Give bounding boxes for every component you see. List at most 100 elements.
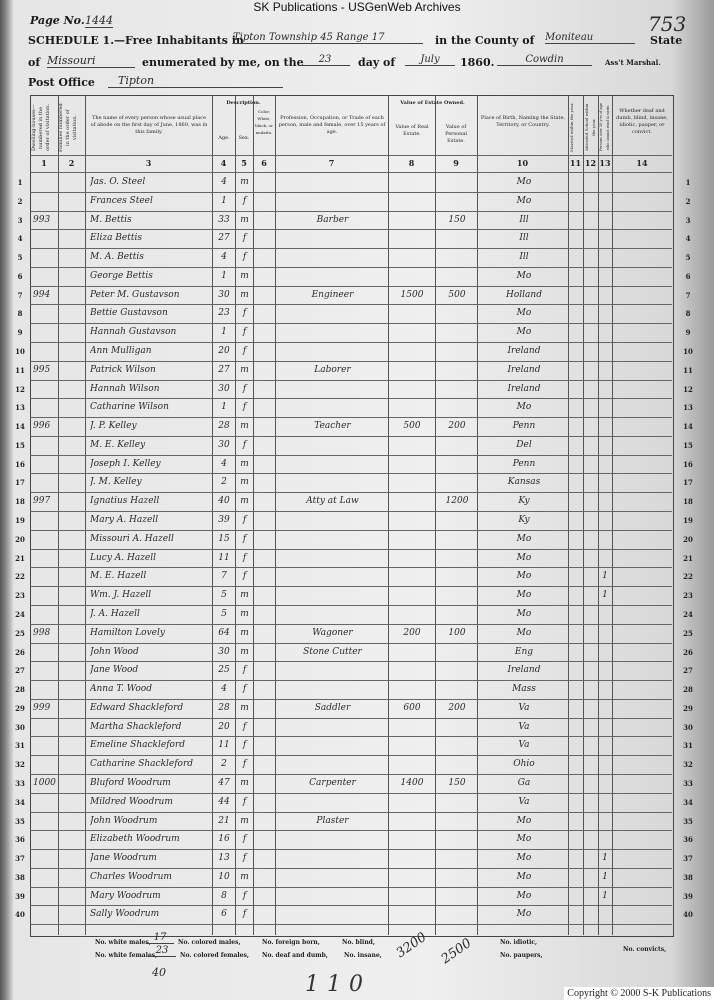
dwelling-number [33, 661, 57, 679]
row-rule [30, 792, 672, 794]
age: 10 [218, 871, 230, 882]
dwelling-number [33, 793, 57, 811]
sex: m [240, 477, 249, 488]
birthplace: Mo [516, 853, 532, 864]
age: 20 [218, 346, 230, 357]
left-row-number: 38 [15, 872, 25, 882]
school-attendance [599, 267, 611, 285]
right-row-number: 28 [683, 685, 693, 695]
dwelling-number [33, 323, 57, 341]
sex: m [240, 496, 249, 507]
school-attendance [599, 736, 611, 754]
day-of-label: day of [358, 56, 396, 69]
school-attendance [599, 304, 611, 322]
birthplace: Va [518, 796, 530, 807]
birthplace: Mo [516, 871, 532, 882]
birthplace: Ill [519, 252, 529, 263]
sex: m [240, 177, 249, 187]
col-disability-header: Whether deaf and dumb, blind, insane, id… [616, 108, 668, 135]
row-rule [30, 698, 672, 700]
left-row-number: 34 [15, 797, 25, 807]
row-rule [30, 304, 672, 306]
personal-estate-value [438, 755, 476, 773]
person-name: John Woodrum [90, 815, 158, 826]
col-age-header: Age. [218, 135, 230, 141]
sex: f [242, 308, 247, 319]
column-number: 8 [408, 158, 415, 168]
sex: m [240, 815, 249, 826]
dwelling-number: 1000 [33, 777, 56, 788]
occupation [280, 267, 385, 285]
row-rule [30, 736, 672, 738]
left-row-number: 27 [15, 666, 25, 676]
school-attendance [599, 830, 611, 848]
age: 30 [218, 383, 230, 394]
sex: m [240, 608, 249, 619]
left-row-number: 2 [17, 196, 23, 206]
column-number: 7 [328, 158, 335, 168]
person-name: Hannah Wilson [90, 383, 160, 394]
school-attendance [599, 417, 611, 435]
person-name: Emeline Shackleford [90, 740, 186, 751]
school-attendance [599, 624, 611, 642]
left-row-number: 39 [15, 891, 25, 901]
real-estate-value [392, 398, 432, 416]
row-rule [30, 248, 672, 250]
occupation [280, 549, 385, 567]
occupation [280, 342, 385, 360]
left-row-number: 40 [15, 910, 25, 920]
sex: m [240, 289, 249, 300]
row-rule [30, 586, 672, 588]
sex: f [242, 327, 247, 338]
right-row-number: 9 [685, 328, 691, 338]
column-number: 1 [41, 158, 47, 168]
right-row-number: 21 [683, 553, 693, 563]
occupation [280, 380, 385, 398]
foreign-born-label: No. foreign born, [262, 939, 320, 946]
personal-estate-value: 1200 [445, 496, 469, 507]
right-row-number: 8 [685, 309, 691, 319]
dwelling-number [33, 812, 57, 830]
dwelling-number: 994 [33, 289, 51, 300]
real-estate-value [392, 304, 432, 322]
right-row-number: 15 [683, 440, 693, 450]
col-illiterate-header: Persons over 20 y'rs of age who cannot r… [599, 103, 610, 152]
person-name: Charles Woodrum [90, 871, 172, 882]
occupation [280, 473, 385, 491]
left-row-number: 36 [15, 835, 25, 845]
school-attendance [599, 211, 611, 229]
birthplace: Ireland [507, 383, 541, 394]
dwelling-number [33, 755, 57, 773]
left-row-number: 35 [15, 816, 25, 826]
real-estate-value [392, 887, 432, 905]
row-rule [30, 511, 672, 513]
col-personal-estate-header: Value of Personal Estate. [445, 124, 467, 144]
real-estate-value [392, 473, 432, 491]
real-estate-value [392, 567, 432, 585]
page-number: 1444 [85, 14, 113, 28]
sex: f [242, 890, 247, 901]
blind-label: No. blind, [342, 939, 375, 946]
personal-estate-value [438, 398, 476, 416]
school-attendance [599, 718, 611, 736]
column-rule [568, 95, 569, 935]
left-row-number: 12 [15, 384, 25, 394]
col-occupation-header: Profession, Occupation, or Trade of each… [278, 115, 386, 135]
dwelling-number [33, 718, 57, 736]
dwelling-number [33, 905, 57, 923]
personal-estate-value [438, 192, 476, 210]
idiotic-label: No. idiotic, [500, 939, 538, 946]
person-name: Catharine Shackleford [90, 759, 194, 770]
birthplace: Mass [512, 684, 536, 695]
convicts-label: No. convicts, [623, 946, 667, 953]
row-rule [30, 623, 672, 625]
col-married-header: Married within the year. [569, 102, 574, 153]
personal-estate-value [438, 342, 476, 360]
column-number: 2 [68, 158, 75, 168]
right-row-number: 5 [685, 253, 691, 263]
age: 39 [218, 515, 230, 526]
sex: m [240, 364, 249, 375]
person-name: M. A. Bettis [90, 252, 144, 263]
person-name: J. M. Kelley [90, 477, 142, 488]
personal-estate-value [438, 473, 476, 491]
